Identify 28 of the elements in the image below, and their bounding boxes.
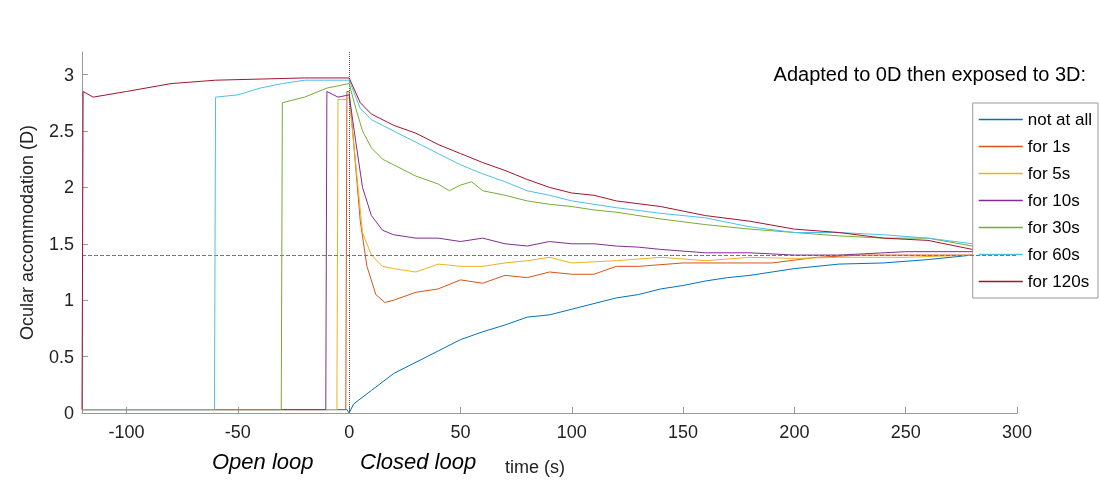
text: Open loop (212, 448, 314, 474)
x-tick-label: -100 (108, 422, 145, 442)
x-axis-title: time (s) (505, 457, 565, 477)
y-tick-label: 0.5 (48, 346, 74, 367)
x-tick-label: 0 (344, 422, 355, 442)
y-axis-title: Ocular accommodation (D) (17, 124, 37, 341)
text: Closed loop (360, 448, 477, 474)
legend-label: for 1s (1027, 137, 1071, 156)
y-tick-label: 1 (63, 290, 74, 311)
x-tick-label: 250 (890, 422, 921, 442)
legend-label: for 120s (1027, 272, 1090, 291)
x-tick-label: 300 (1001, 422, 1033, 442)
legend-title: Adapted to 0D then exposed to 3D: (773, 63, 1087, 85)
y-tick-label: 3 (63, 64, 74, 85)
x-tick-label: 150 (668, 422, 699, 442)
x-tick-label: -50 (224, 422, 251, 442)
legend-label: not at all (1027, 110, 1092, 129)
y-tick-label: 1.5 (48, 233, 74, 254)
legend-label: for 10s (1027, 191, 1080, 210)
y-tick-label: 2 (63, 177, 74, 198)
x-tick-label: 200 (779, 422, 810, 442)
legend-label: for 30s (1027, 218, 1080, 237)
x-tick-label: 50 (450, 422, 471, 442)
y-tick-label: 0 (63, 403, 74, 423)
legend-label: for 60s (1027, 245, 1080, 264)
x-tick-label: 100 (556, 422, 587, 442)
legend-label: for 5s (1027, 164, 1071, 183)
y-tick-label: 2.5 (48, 120, 74, 141)
